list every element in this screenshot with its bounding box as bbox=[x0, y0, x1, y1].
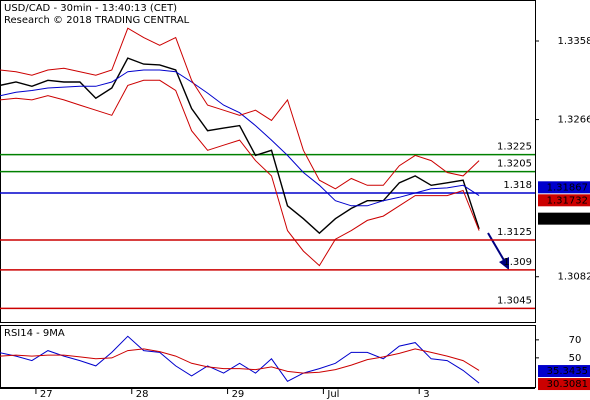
series-line bbox=[0, 57, 480, 235]
level-label: 1.3045 bbox=[497, 295, 532, 306]
x-tick-label: 3 bbox=[423, 389, 429, 400]
x-tick-label: 28 bbox=[136, 389, 149, 400]
series-line bbox=[0, 79, 480, 267]
x-tick-label: 29 bbox=[232, 389, 245, 400]
series-line bbox=[0, 69, 480, 207]
level-label: 1.318 bbox=[503, 180, 532, 191]
x-tick-label: 27 bbox=[40, 389, 53, 400]
price-marker-label: 30.3081 bbox=[547, 379, 588, 390]
y-tick-label: 70 bbox=[569, 335, 582, 346]
y-tick-label: 1.3266 bbox=[558, 115, 590, 126]
level-label: 1.3205 bbox=[497, 159, 532, 170]
series-line bbox=[0, 27, 480, 190]
y-tick-label: 50 bbox=[569, 353, 582, 364]
price-marker bbox=[538, 365, 590, 378]
price-marker bbox=[538, 181, 590, 194]
price-marker-label: 1.315 bbox=[559, 214, 588, 225]
x-tick-label: Jul bbox=[326, 389, 339, 400]
price-marker-label: 1.31867 bbox=[547, 182, 588, 193]
y-tick-label: 1.3082 bbox=[558, 272, 590, 283]
chart-subtitle: Research © 2018 TRADING CENTRAL bbox=[4, 15, 190, 26]
price-marker-label: 35.3435 bbox=[547, 366, 588, 377]
level-label: 1.3125 bbox=[497, 227, 532, 238]
rsi-title: RSI14 - 9MA bbox=[4, 328, 65, 339]
forecast-arrow bbox=[487, 232, 509, 270]
series-line bbox=[0, 348, 480, 374]
level-label: 1.309 bbox=[503, 257, 532, 268]
chart-title: USD/CAD - 30min - 13:40:13 (CET) bbox=[4, 3, 177, 14]
price-marker bbox=[538, 194, 590, 207]
price-marker-label: 1.31732 bbox=[547, 195, 588, 206]
series-line bbox=[0, 335, 480, 384]
price-marker bbox=[538, 378, 590, 391]
y-tick-label: 1.3358 bbox=[558, 36, 590, 47]
level-label: 1.3225 bbox=[497, 142, 532, 153]
price-panel bbox=[0, 0, 536, 323]
price-marker bbox=[538, 212, 590, 225]
